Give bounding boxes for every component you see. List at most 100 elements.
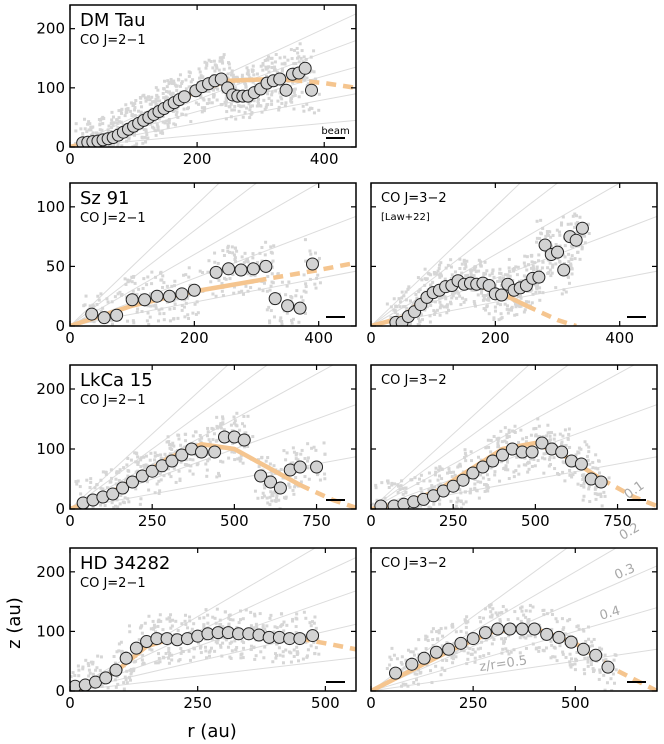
raw-point [110, 110, 114, 114]
raw-point [85, 130, 89, 134]
raw-point [184, 439, 188, 443]
raw-point [279, 612, 283, 616]
raw-point [248, 116, 252, 120]
raw-point [216, 261, 220, 265]
raw-point [507, 652, 511, 656]
raw-point [243, 251, 247, 255]
raw-point [203, 60, 207, 64]
raw-point [400, 684, 404, 688]
raw-point [416, 276, 420, 280]
raw-point [400, 655, 404, 659]
raw-point [83, 127, 87, 131]
raw-point [459, 500, 463, 504]
raw-point [453, 291, 457, 295]
raw-point [450, 292, 454, 296]
raw-point [310, 106, 314, 110]
raw-point [84, 294, 88, 298]
raw-point [507, 257, 511, 261]
raw-point [269, 250, 273, 254]
raw-point [528, 609, 532, 613]
raw-point [191, 311, 195, 315]
raw-point [386, 479, 390, 483]
raw-point [454, 651, 458, 655]
raw-point [314, 626, 318, 630]
raw-point [152, 623, 156, 627]
raw-point [488, 603, 492, 607]
raw-point [200, 436, 204, 440]
raw-point [563, 244, 567, 248]
raw-point [306, 466, 310, 470]
raw-point [488, 615, 492, 619]
raw-point [170, 658, 174, 662]
raw-point [211, 292, 215, 296]
raw-point [575, 650, 579, 654]
y-axis-label: z (au) [4, 597, 25, 649]
raw-point [523, 308, 527, 312]
raw-point [290, 57, 294, 61]
raw-point [460, 296, 464, 300]
raw-point [154, 86, 158, 90]
raw-point [282, 449, 286, 453]
raw-point [309, 55, 313, 59]
x-tick-label: 200 [183, 150, 212, 168]
data-point [306, 629, 320, 643]
raw-point [213, 616, 217, 620]
data-point [456, 473, 470, 487]
raw-point [388, 655, 392, 659]
raw-point [470, 288, 474, 292]
raw-point [414, 292, 418, 296]
zr-line [371, 183, 521, 326]
raw-point [482, 271, 486, 275]
raw-point [433, 310, 437, 314]
data-point [476, 460, 490, 474]
raw-point [143, 96, 147, 100]
raw-point [277, 105, 281, 109]
x-tick-label: 500 [561, 694, 590, 712]
raw-point [519, 619, 523, 623]
raw-point [304, 616, 308, 620]
raw-point [222, 67, 226, 71]
raw-point [478, 616, 482, 620]
raw-point [215, 415, 219, 419]
raw-point [157, 479, 161, 483]
raw-point [179, 460, 183, 464]
raw-point [176, 629, 180, 633]
raw-point [140, 105, 144, 109]
raw-point [429, 283, 433, 287]
raw-point [178, 73, 182, 77]
beam-label: beam [321, 126, 349, 137]
raw-point [233, 104, 237, 108]
raw-point [270, 99, 274, 103]
raw-point [574, 453, 578, 457]
raw-point [547, 233, 551, 237]
raw-point [103, 504, 107, 508]
raw-point [144, 128, 148, 132]
raw-point [300, 90, 304, 94]
raw-point [202, 626, 206, 630]
raw-point [275, 496, 279, 500]
raw-point [146, 311, 150, 315]
raw-point [279, 624, 283, 628]
raw-point [215, 475, 219, 479]
raw-point [162, 281, 166, 285]
raw-point [583, 440, 587, 444]
raw-point [538, 286, 542, 290]
raw-point [183, 298, 187, 302]
raw-point [552, 456, 556, 460]
raw-point [390, 481, 394, 485]
raw-point [533, 635, 537, 639]
panel-title: LkCa 15 [80, 370, 153, 391]
raw-point [100, 684, 104, 688]
raw-point [537, 646, 541, 650]
fit-curve-extrapolated [292, 77, 356, 91]
raw-point [469, 487, 473, 491]
raw-point [221, 641, 225, 645]
raw-point [283, 104, 287, 108]
raw-point [222, 636, 226, 640]
raw-point [242, 261, 246, 265]
data-point [150, 289, 164, 303]
data-point [222, 262, 236, 276]
data-point [569, 233, 583, 247]
